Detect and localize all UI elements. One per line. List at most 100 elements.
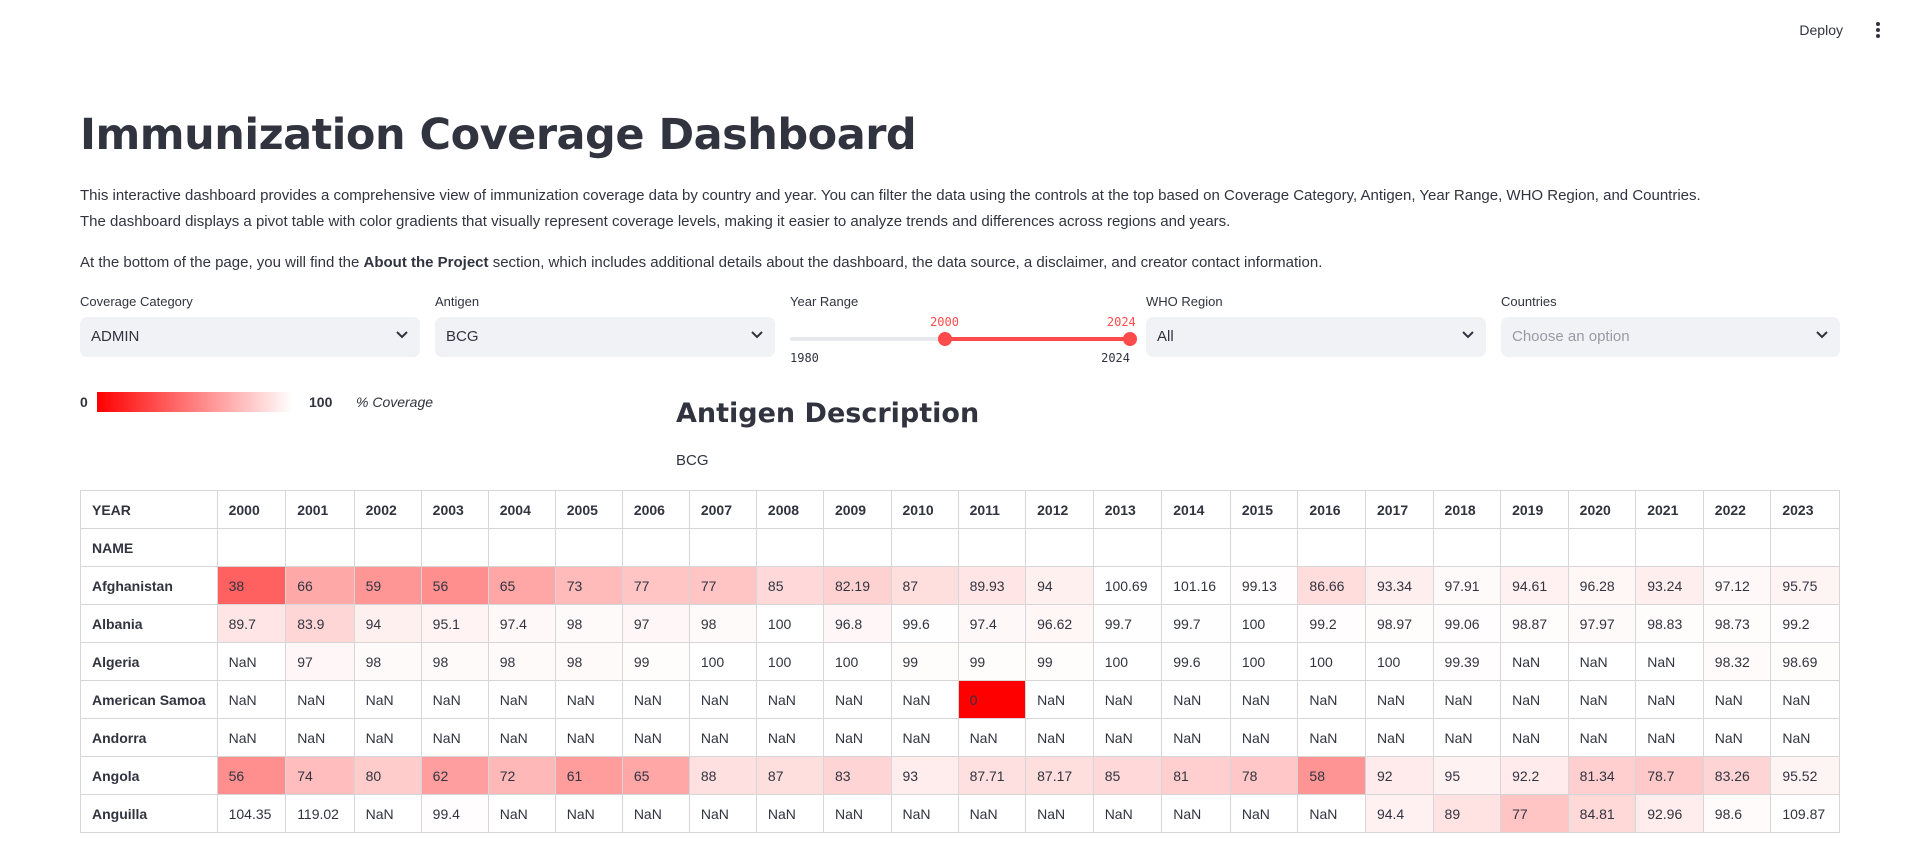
header-row: YEAR 2000 2001 2002 2003 2004 2005 2006 2007 2008… [80,490,1840,529]
coverage-cell: 73 [554,566,623,605]
coverage-cell: NaN [1297,718,1366,757]
empty-cell [1635,528,1704,567]
empty-cell [1432,528,1502,567]
empty-cell [554,528,623,567]
coverage-cell: NaN [1364,680,1434,719]
coverage-cell: 100 [688,642,757,681]
coverage-cell: NaN [1500,680,1569,719]
coverage-cell: NaN [1702,680,1772,719]
coverage-cell: 99 [1025,642,1094,681]
coverage-cell: 87.17 [1025,756,1094,795]
coverage-cell: NaN [554,794,623,833]
coverage-cell: 92.96 [1635,794,1704,833]
slider-low-value: 2000 [930,315,959,329]
antigen-select[interactable]: BCG [435,317,775,357]
coverage-cell: 99.7 [1092,604,1163,643]
year-header: 2014 [1161,490,1231,529]
coverage-cell: 94 [1025,566,1094,605]
coverage-cell: 97.4 [957,604,1027,643]
coverage-cell: 96.62 [1025,604,1094,643]
coverage-cell: NaN [487,680,556,719]
coverage-cell: 100 [1092,642,1163,681]
coverage-cell: 56 [420,566,489,605]
coverage-cell: 65 [621,756,690,795]
coverage-cell: 62 [420,756,489,795]
who-region-label: WHO Region [1146,294,1223,309]
deploy-button[interactable]: Deploy [1799,22,1843,38]
table-row: Algeria NaN 97 98 98 98 98 99 100 100 100 99 99 99 100… [80,642,1840,681]
coverage-cell: NaN [487,718,556,757]
empty-cell [621,528,690,567]
coverage-cell: NaN [420,680,489,719]
about-note-after: section, which includes additional detai… [488,254,1323,271]
who-region-select[interactable]: All [1146,317,1486,357]
coverage-cell: 95 [1432,756,1502,795]
country-name: Albania [80,604,218,643]
coverage-cell: 99 [890,642,959,681]
coverage-cell: NaN [621,718,690,757]
year-header: 2007 [688,490,757,529]
table-row: Afghanistan 38 66 59 56 65 73 77 77 85 82.19 87 89.9… [80,566,1840,605]
year-header: 2003 [420,490,489,529]
slider-track[interactable] [790,332,1137,346]
coverage-cell: 98.97 [1364,604,1434,643]
about-note: At the bottom of the page, you will find… [80,250,1322,276]
coverage-cell: NaN [1432,718,1502,757]
coverage-cell: 77 [1500,794,1569,833]
antigen-description-text: BCG [676,452,709,469]
coverage-cell: NaN [1161,794,1231,833]
coverage-cell: NaN [1025,680,1094,719]
coverage-cell: 97.91 [1432,566,1502,605]
coverage-cell: 83 [822,756,892,795]
coverage-cell: NaN [1770,680,1840,719]
legend-max: 100 [309,394,333,410]
coverage-cell: NaN [216,680,287,719]
vertical-dots-icon[interactable] [1871,20,1885,40]
table-row: Albania 89.7 83.9 94 95.1 97.4 98 97 98 100 96.8 99… [80,604,1840,643]
coverage-cell: 85 [755,566,824,605]
slider-thumb-low[interactable] [937,332,952,346]
coverage-cell: 97 [621,604,690,643]
coverage-cell: NaN [1229,680,1299,719]
table-row: Andorra NaN NaN NaN NaN NaN NaN NaN NaN NaN NaN NaN… [80,718,1840,757]
chevron-down-icon [396,331,408,339]
slider-min-label: 1980 [790,351,819,365]
table-row: Angola 56 74 80 62 72 61 65 88 87 83 93 87.71 87.17 85… [80,756,1840,795]
coverage-category-filter: Coverage Category ADMIN [80,294,420,357]
coverage-cell: 0 [957,680,1027,719]
coverage-cell: 83.9 [285,604,355,643]
coverage-cell: NaN [688,718,757,757]
empty-cell [1567,528,1637,567]
countries-multiselect[interactable]: Choose an option [1501,317,1840,357]
index-row: NAME [80,528,1840,567]
coverage-cell: 100.69 [1092,566,1163,605]
coverage-category-select[interactable]: ADMIN [80,317,420,357]
country-name: Afghanistan [80,566,218,605]
year-header: 2016 [1297,490,1366,529]
year-header: 2010 [890,490,959,529]
coverage-cell: NaN [1161,680,1231,719]
coverage-cell: 98 [487,642,556,681]
coverage-cell: 100 [822,642,892,681]
coverage-cell: 104.35 [216,794,287,833]
coverage-cell: NaN [755,718,824,757]
coverage-cell: 86.66 [1297,566,1366,605]
coverage-cell: 95.1 [420,604,489,643]
coverage-cell: 96.28 [1567,566,1637,605]
empty-cell [890,528,959,567]
coverage-cell: NaN [1635,642,1704,681]
legend-min: 0 [80,394,88,410]
slider-thumb-high[interactable] [1123,332,1137,346]
coverage-cell: NaN [353,794,422,833]
coverage-cell: NaN [554,680,623,719]
coverage-cell: 83.26 [1702,756,1772,795]
coverage-cell: NaN [1702,718,1772,757]
coverage-cell: 98.73 [1702,604,1772,643]
coverage-cell: 99.4 [420,794,489,833]
coverage-cell: NaN [621,680,690,719]
coverage-cell: NaN [1025,718,1094,757]
coverage-category-value: ADMIN [91,328,140,345]
year-header: 2018 [1432,490,1502,529]
coverage-cell: 99 [957,642,1027,681]
coverage-cell: NaN [420,718,489,757]
